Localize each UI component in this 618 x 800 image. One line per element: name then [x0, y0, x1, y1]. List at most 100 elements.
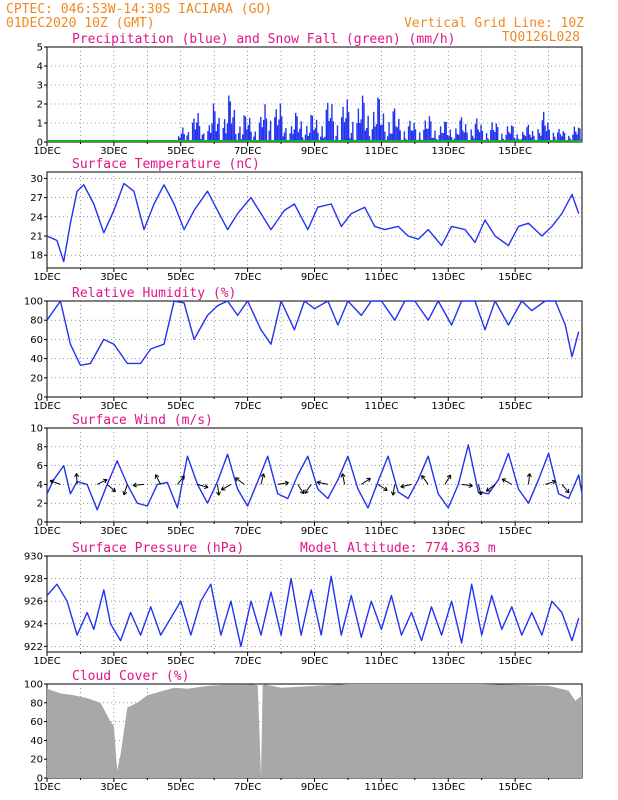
precip-bar: [357, 108, 360, 142]
header-location: CPTEC: 046:53W-14:30S IACIARA (GO): [6, 2, 272, 17]
wind-arrow: [545, 480, 556, 485]
precip-bar: [292, 133, 294, 142]
y-tick-label: 4: [37, 62, 43, 73]
precip-bar: [275, 109, 277, 142]
precip-bar: [427, 128, 429, 142]
panel-1: 0 1 2 3 4 5 1DEC 3DEC 5DEC 7DEC 9DEC 11DEC 13DEC 15DE…: [33, 32, 583, 157]
precip-bar: [278, 119, 280, 142]
precip-bar: [522, 131, 524, 142]
panel-title: Precipitation (blue) and Snow Fall (gree…: [72, 32, 456, 47]
precip-bar: [516, 134, 518, 142]
wind-arrow-head: [316, 480, 322, 486]
wind-arrow-head: [122, 490, 128, 496]
wind-arrow: [106, 484, 116, 492]
precip-bar: [268, 130, 270, 142]
x-tick-label: 15DEC: [498, 401, 532, 412]
precip-bar: [547, 122, 549, 142]
x-tick-label: 13DEC: [431, 146, 465, 157]
precip-bar: [222, 128, 224, 142]
y-tick-label: 100: [24, 297, 43, 308]
precip-bar: [444, 121, 446, 142]
precip-bar: [375, 124, 378, 142]
wind-arrow-head: [260, 473, 266, 478]
precip-bar: [495, 123, 498, 142]
x-tick-label: 5DEC: [167, 782, 194, 793]
precip-bar: [207, 131, 209, 142]
precip-bar: [331, 104, 333, 142]
precip-bar: [290, 126, 293, 142]
precip-bar: [194, 129, 197, 142]
precip-bar: [311, 115, 314, 142]
precip-bar: [490, 130, 492, 142]
precip-bar: [340, 117, 343, 142]
wind-arrow: [235, 477, 245, 485]
precip-bar: [434, 130, 436, 142]
y-tick-label: 3: [37, 81, 43, 92]
precip-bar: [320, 136, 322, 142]
precip-bar: [216, 123, 219, 142]
precip-bar: [364, 130, 367, 142]
precip-bar: [388, 122, 390, 142]
x-tick-label: 3DEC: [100, 146, 127, 157]
precip-bar: [283, 132, 286, 142]
y-tick-label: 922: [24, 642, 43, 653]
precip-bar: [345, 118, 347, 142]
precip-bar: [254, 131, 256, 142]
precip-bar: [307, 135, 309, 142]
precip-bar: [183, 134, 185, 142]
precip-bar: [210, 132, 212, 142]
wind-arrow: [421, 475, 429, 485]
precip-bar: [336, 125, 339, 142]
wind-arrow: [217, 484, 220, 496]
precip-bar: [476, 118, 478, 142]
precip-bar: [556, 132, 559, 142]
precip-bar: [438, 135, 440, 142]
precip-bar: [233, 109, 236, 142]
precip-bar: [451, 137, 453, 142]
x-tick-label: 7DEC: [234, 526, 261, 537]
x-tick-label: 11DEC: [365, 656, 399, 667]
x-tick-label: 11DEC: [365, 146, 399, 157]
precip-bar: [382, 113, 385, 142]
y-tick-label: 18: [30, 251, 43, 262]
x-tick-label: 9DEC: [301, 782, 328, 793]
cloud-cover-area: [47, 684, 582, 778]
precip-bar: [563, 132, 566, 142]
wind-arrow: [461, 483, 473, 487]
precip-bar: [575, 131, 577, 142]
precip-bar: [418, 132, 421, 142]
precip-bar: [544, 125, 546, 142]
y-tick-label: 60: [30, 335, 43, 346]
precip-bar: [463, 132, 465, 142]
wind-arrow-head: [501, 478, 507, 483]
precip-bar: [264, 104, 266, 142]
precip-bar: [212, 103, 215, 142]
wind-arrow: [528, 473, 531, 485]
wind-arrow: [561, 484, 570, 494]
precip-bar: [360, 119, 362, 142]
precip-bar: [430, 121, 432, 142]
precip-bar: [529, 134, 531, 142]
x-tick-label: 9DEC: [301, 146, 328, 157]
wind-arrow: [361, 477, 371, 485]
precip-bar: [198, 125, 201, 142]
precip-bar: [211, 123, 213, 142]
x-tick-label: 1DEC: [33, 272, 60, 283]
wind-arrow: [123, 484, 128, 496]
wind-arrow: [304, 484, 312, 494]
x-tick-label: 9DEC: [301, 526, 328, 537]
precip-bar: [485, 133, 488, 142]
precip-bar: [193, 118, 195, 142]
precip-bar: [466, 132, 468, 142]
precip-bar: [497, 127, 499, 142]
x-tick-label: 7DEC: [234, 146, 261, 157]
precip-bar: [246, 129, 248, 142]
wind-arrow-head: [132, 482, 137, 488]
precip-bar: [523, 134, 525, 142]
series-line: [46, 300, 580, 366]
precip-bar: [432, 137, 435, 142]
precip-bar: [391, 133, 393, 142]
precip-bar: [342, 106, 344, 142]
y-tick-label: 20: [30, 755, 43, 766]
precip-bar: [386, 136, 389, 142]
